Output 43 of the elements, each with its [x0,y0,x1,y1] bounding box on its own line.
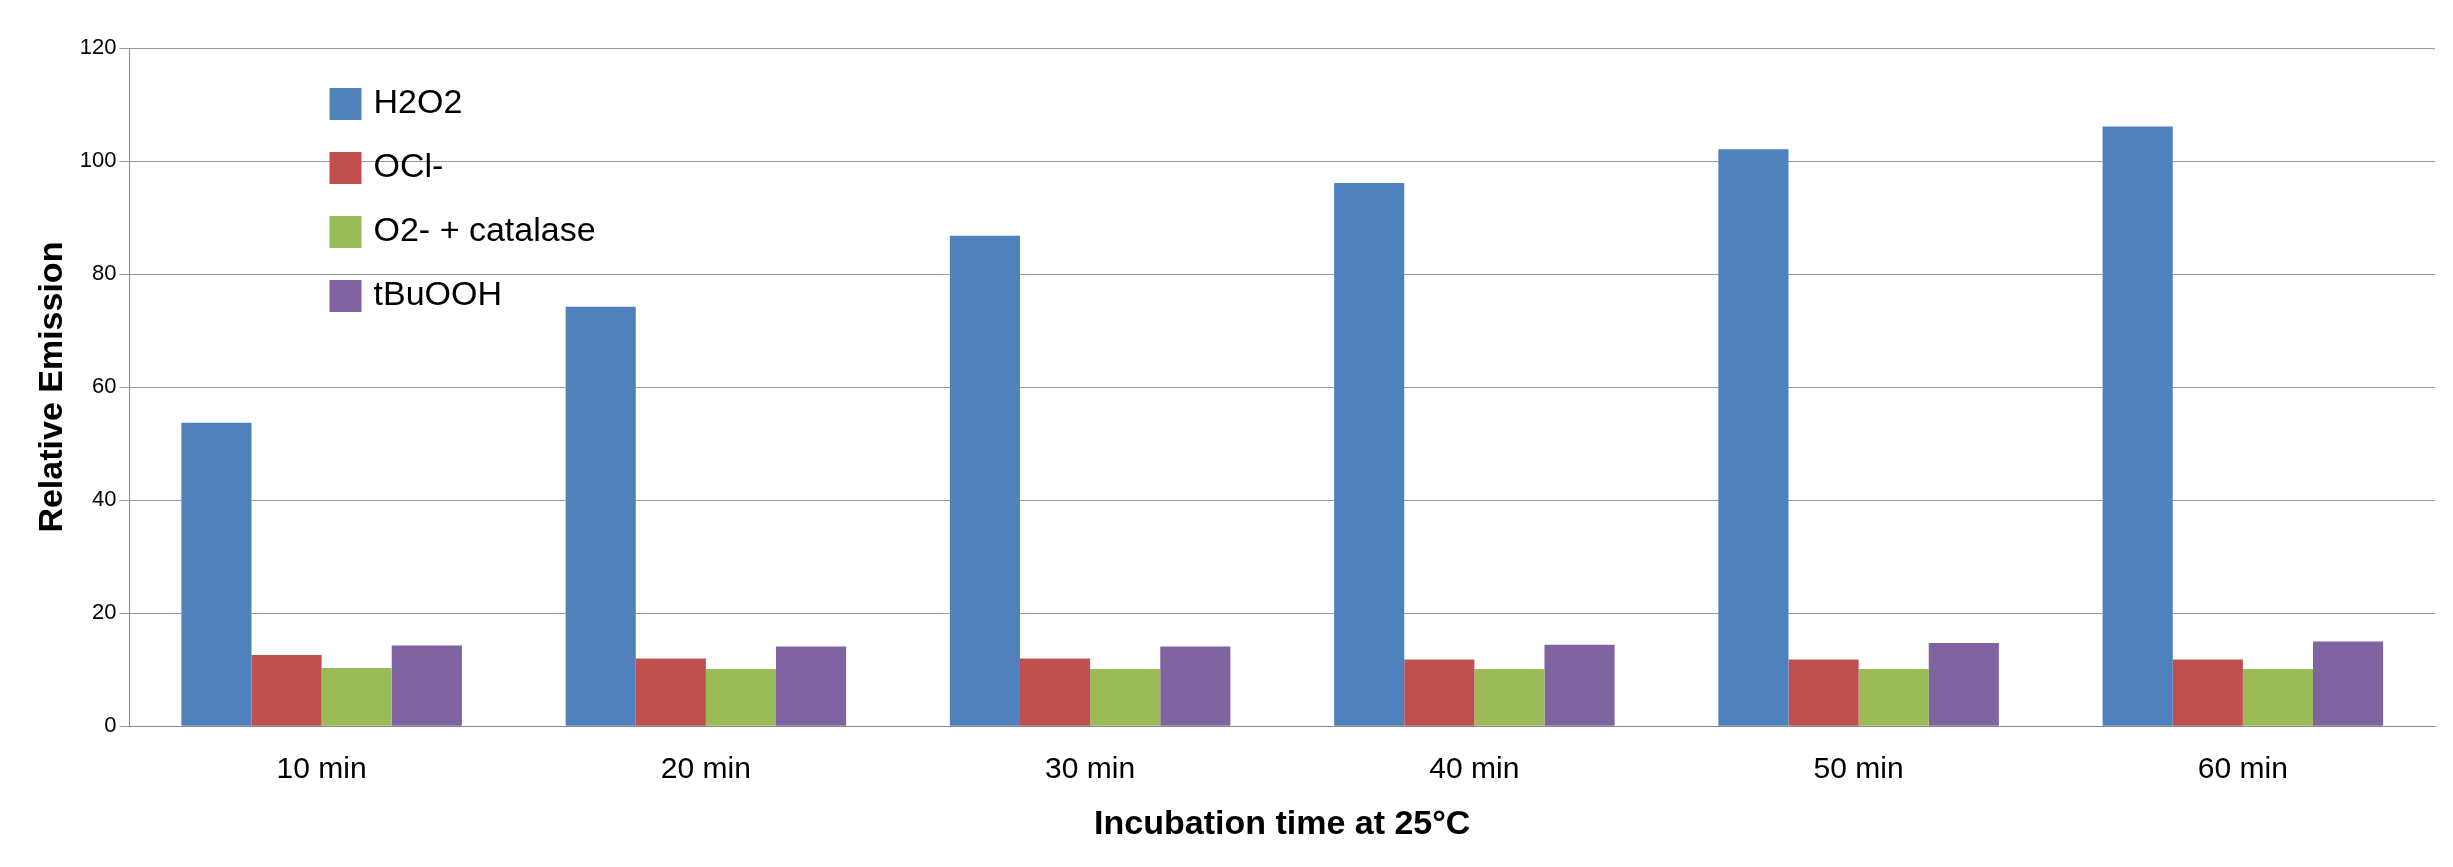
x-tick-label: 40 min [1429,751,1520,785]
y-tick-label: 100 [79,147,117,173]
bar [1718,149,1789,726]
bar [1858,669,1929,726]
bar [1160,646,1231,726]
bar [2242,669,2313,726]
bar [1404,659,1475,726]
bar [1788,659,1859,726]
bar [1334,183,1405,726]
bar [1020,658,1091,726]
bar [776,646,847,726]
x-tick-label: 60 min [2197,751,2288,785]
bar [251,654,322,726]
y-tick-label: 120 [79,34,117,60]
y-tick-label: 60 [92,373,117,399]
bar [391,645,462,726]
y-tick-label: 40 [92,486,117,512]
y-tick-label: 20 [92,599,117,625]
bar [1090,669,1161,726]
x-tick-label: 50 min [1813,751,1904,785]
bar [565,306,636,726]
bar [1544,644,1615,726]
x-tick-label: 30 min [1045,751,1136,785]
bar [181,422,252,726]
bar [2102,126,2173,726]
bar [2172,659,2243,726]
y-tick-label: 80 [92,260,117,286]
x-tick-label: 20 min [660,751,751,785]
legend-label: tBuOOH [373,274,502,313]
y-tick-label: 0 [104,712,117,738]
y-axis-title: Relative Emission [30,241,69,533]
bar [1928,643,1999,726]
bar [1474,669,1545,726]
legend-label: H2O2 [373,82,463,121]
bar [635,658,706,726]
bar [321,667,392,726]
legend-label: O2- + catalase [373,210,596,249]
legend-label: OCl- [373,146,444,185]
bar [2313,641,2384,726]
x-axis-title: Incubation time at 25°C [1094,802,1471,841]
bar [949,235,1020,726]
x-tick-label: 10 min [276,751,367,785]
bar [705,669,777,726]
